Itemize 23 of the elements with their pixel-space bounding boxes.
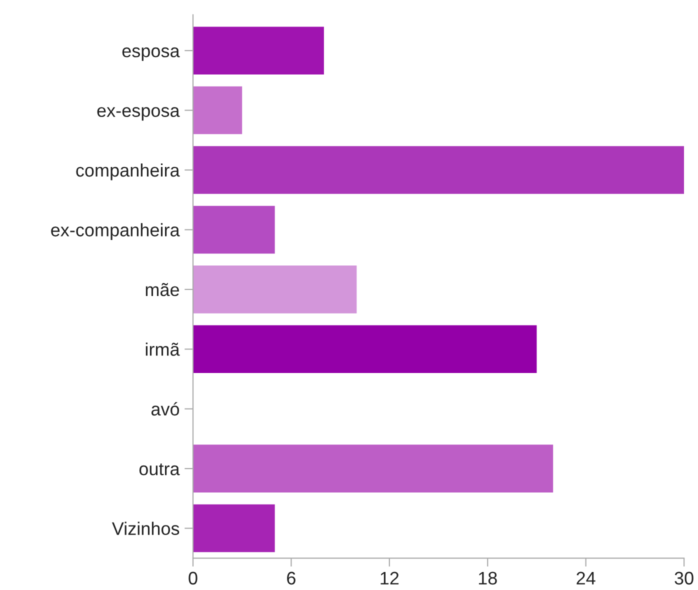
x-tick-label: 6 bbox=[287, 572, 296, 585]
y-tick-label: esposa bbox=[122, 47, 180, 61]
bar bbox=[192, 206, 275, 254]
y-tick-label: avó bbox=[151, 402, 180, 416]
x-tick-label: 0 bbox=[188, 572, 198, 585]
y-tick-label: companheira bbox=[76, 163, 180, 180]
x-tick-label: 24 bbox=[576, 572, 596, 584]
bar bbox=[192, 444, 554, 492]
y-tick-label: ex-companheira bbox=[51, 223, 180, 240]
x-tick-label: 12 bbox=[380, 572, 399, 584]
bar bbox=[192, 504, 275, 552]
bar bbox=[192, 86, 242, 134]
bar bbox=[192, 266, 357, 314]
y-tick-label: Vizinhos bbox=[112, 522, 180, 536]
y-tick-label: ex-esposa bbox=[97, 107, 180, 121]
y-tick-label: outra bbox=[139, 463, 180, 476]
bar bbox=[192, 146, 684, 194]
y-tick-label: mãe bbox=[146, 283, 180, 296]
x-tick-label: 30 bbox=[674, 572, 694, 585]
bar bbox=[192, 325, 537, 374]
bar bbox=[192, 26, 324, 74]
x-tick-label: 18 bbox=[478, 572, 497, 585]
y-tick-label: irmã bbox=[146, 342, 180, 356]
